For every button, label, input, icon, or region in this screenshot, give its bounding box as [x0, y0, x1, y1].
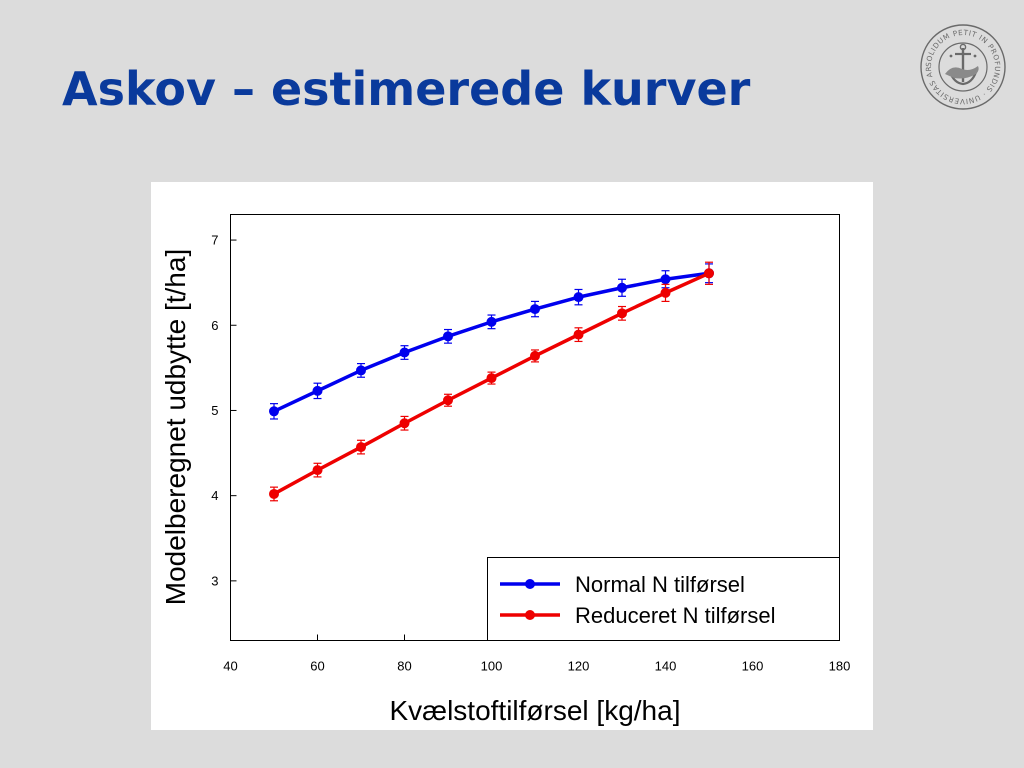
legend-label-normal: Normal N tilførsel [575, 572, 745, 597]
x-tick-label: 80 [397, 659, 411, 674]
data-point [443, 395, 453, 406]
y-tick-label: 6 [211, 318, 218, 333]
data-point [269, 488, 279, 499]
y-tick-label: 3 [211, 573, 218, 588]
legend-label-reduced: Reduceret N tilførsel [575, 603, 776, 628]
data-point [312, 465, 323, 476]
data-point [660, 274, 671, 285]
slide-title: Askov – estimerede kurver [62, 62, 751, 116]
legend-box [487, 557, 840, 641]
data-point [356, 365, 366, 376]
data-point [617, 308, 627, 319]
data-point [704, 268, 714, 279]
series-layer [269, 261, 714, 502]
y-tick-label: 7 [211, 233, 218, 248]
yield-chart: 3 4 5 6 7 40 60 80 100 120 140 160 180 Kvælstoftilf… [160, 214, 851, 726]
x-tick-label: 160 [742, 659, 764, 674]
series-normal [269, 263, 714, 420]
legend-marker-reduced [525, 610, 535, 620]
data-point [486, 316, 497, 327]
data-point [530, 350, 540, 361]
legend-marker-normal [525, 579, 535, 589]
y-axis-title: Modelberegnet udbytte [t/ha] [160, 249, 191, 605]
data-point [486, 373, 497, 384]
y-axis-ticks: 3 4 5 6 7 [211, 233, 237, 588]
chart-panel: 3 4 5 6 7 40 60 80 100 120 140 160 180 Kvælstoftilf… [151, 182, 873, 730]
data-point [443, 331, 453, 342]
data-point [312, 385, 323, 396]
series-line-normal [273, 271, 710, 413]
data-point [269, 406, 279, 417]
data-point [573, 292, 584, 303]
data-point [399, 418, 410, 429]
y-tick-label: 4 [211, 488, 218, 503]
data-point [573, 329, 584, 340]
data-point [530, 304, 540, 315]
series-reduced [269, 261, 714, 502]
x-tick-label: 140 [655, 659, 677, 674]
data-point [617, 282, 627, 293]
legend: Normal N tilførsel Reduceret N tilførsel [487, 557, 840, 641]
x-tick-label: 60 [310, 659, 324, 674]
university-seal-icon: SOLIDUM PETIT IN PROFUNDIS · UNIVERSITAS… [915, 15, 1008, 112]
data-point [660, 287, 671, 298]
x-tick-label: 40 [223, 659, 237, 674]
data-point [399, 347, 410, 358]
x-tick-label: 180 [829, 659, 851, 674]
data-point [356, 442, 366, 453]
x-tick-label: 100 [481, 659, 503, 674]
x-axis-ticks: 40 60 80 100 120 140 160 180 [223, 634, 851, 674]
y-tick-label: 5 [211, 403, 218, 418]
x-axis-title: Kvælstoftilførsel [kg/ha] [390, 695, 681, 726]
x-tick-label: 120 [568, 659, 590, 674]
